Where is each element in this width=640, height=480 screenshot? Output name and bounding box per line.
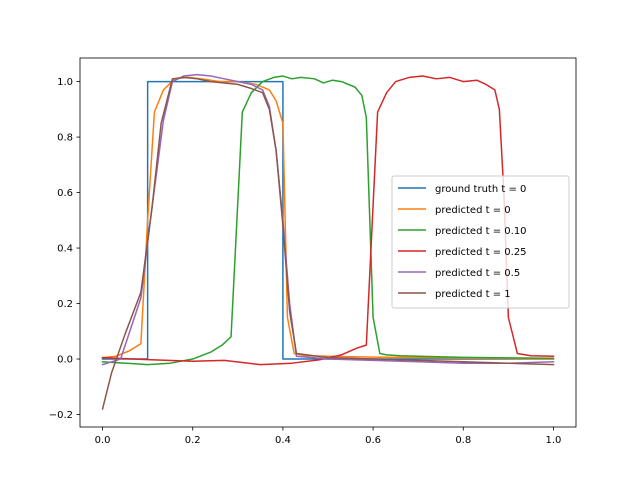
- y-tick-label: 0.6: [57, 188, 73, 199]
- y-tick-label: 0.2: [57, 299, 73, 310]
- legend-label: predicted t = 1: [435, 289, 511, 300]
- series-line-4: [101, 73, 555, 366]
- y-tick-label: 0.4: [57, 244, 73, 255]
- legend-label: predicted t = 0.5: [435, 268, 520, 279]
- series-line-2: [101, 75, 555, 366]
- legend-label: predicted t = 0.10: [435, 226, 527, 237]
- x-tick-label: 0.2: [185, 435, 201, 446]
- axes: 0.0 0.2 0.4 0.6 0.8 1.0 −0.2 0.0 0.2 0.4 0.6 0.8 1.0: [49, 57, 577, 446]
- series-line-3: [101, 75, 555, 366]
- y-tick-label: 0.0: [57, 355, 73, 366]
- series-line-5: [101, 76, 555, 410]
- series-group: [101, 73, 555, 410]
- legend-box: [391, 175, 570, 309]
- series-line-1: [101, 76, 555, 360]
- legend-label: ground truth t = 0: [435, 184, 526, 195]
- x-tick-label: 0.6: [365, 435, 381, 446]
- x-tick-label: 0.0: [95, 435, 111, 446]
- x-tick-label: 0.8: [455, 435, 471, 446]
- axes-frame: [79, 57, 577, 428]
- y-tick-label: 1.0: [57, 77, 73, 88]
- x-tick-label: 0.4: [275, 435, 291, 446]
- legend: ground truth t = 0 predicted t = 0 predict…: [391, 175, 570, 309]
- y-tick-label: −0.2: [49, 410, 73, 421]
- x-tick-label: 1.0: [546, 435, 562, 446]
- legend-label: predicted t = 0: [435, 205, 511, 216]
- plot-area: [101, 73, 555, 410]
- legend-label: predicted t = 0.25: [435, 247, 527, 258]
- y-tick-label: 0.8: [57, 133, 73, 144]
